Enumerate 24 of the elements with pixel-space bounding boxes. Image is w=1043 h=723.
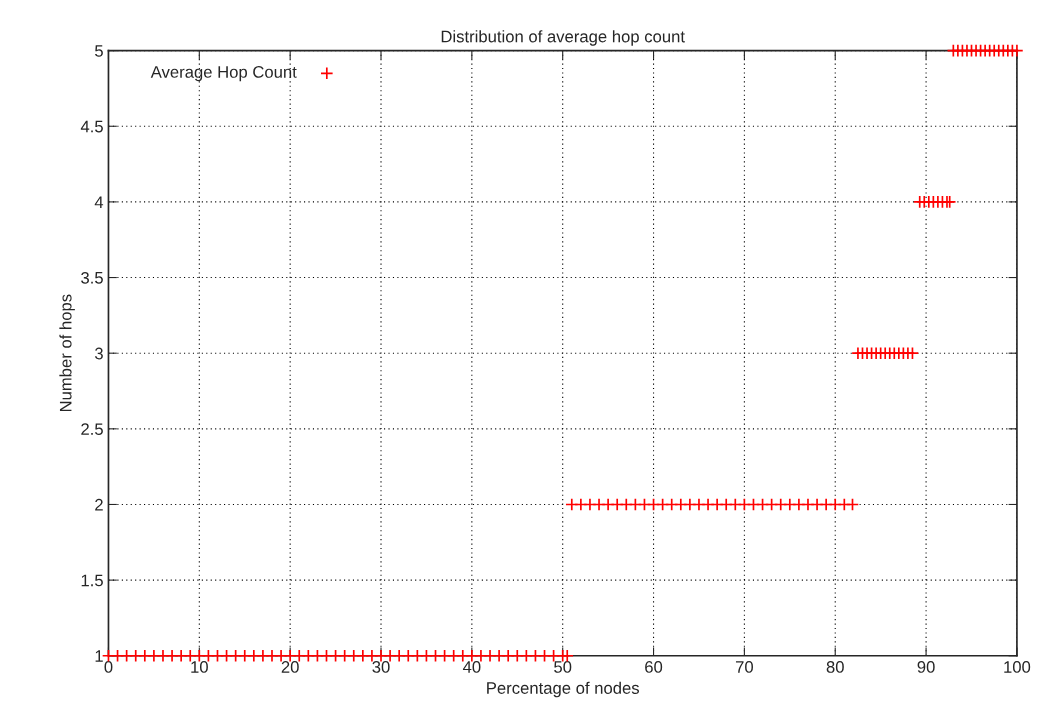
- y-tick-label: 4.5: [80, 120, 103, 133]
- x-tick-label: 10: [191, 661, 208, 673]
- chart-title: Distribution of average hop count: [441, 30, 685, 46]
- x-tick-label: 90: [917, 661, 935, 673]
- x-tick-label: 20: [281, 661, 299, 673]
- y-tick-label: 4: [94, 196, 104, 208]
- y-tick-label: 2.5: [81, 423, 103, 436]
- y-tick-label: 3: [94, 347, 103, 360]
- x-tick-label: 80: [826, 661, 844, 673]
- x-tick-label: 30: [372, 661, 390, 673]
- legend-label: Average Hop Count: [150, 66, 297, 82]
- x-tick-label: 40: [462, 661, 481, 673]
- y-tick-label: 5: [95, 45, 103, 57]
- y-tick-label: 3.5: [81, 271, 103, 284]
- x-tick-label: 100: [1004, 661, 1031, 673]
- x-tick-label: 60: [645, 661, 663, 673]
- y-tick-label: 1.5: [81, 574, 103, 587]
- y-axis-title: Number of hops: [59, 294, 75, 412]
- y-tick-label: 1: [95, 650, 103, 662]
- x-tick-label: 0: [104, 661, 113, 673]
- y-tick-label: 2: [95, 498, 103, 511]
- x-axis-title: Percentage of nodes: [487, 681, 640, 698]
- x-tick-label: 50: [554, 661, 572, 673]
- x-tick-label: 70: [735, 661, 754, 673]
